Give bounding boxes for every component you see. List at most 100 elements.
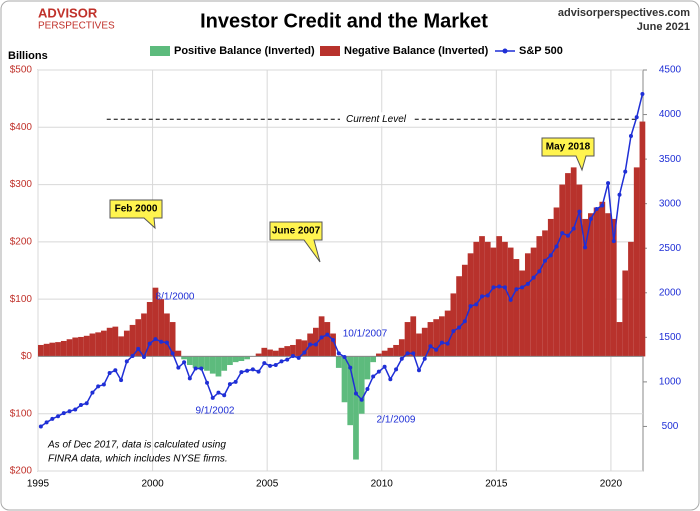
marker [331,338,336,343]
marker [130,354,135,359]
bar [588,213,594,357]
reference-label: Current Level [346,114,407,125]
y2-tick-label: 1500 [659,332,682,343]
marker [634,115,639,120]
bar [123,330,130,357]
marker [308,342,313,347]
bar [244,356,250,360]
x-tick-label: 2015 [485,479,508,490]
bar [393,344,399,357]
marker [101,382,106,387]
marker [411,351,416,356]
marker [416,368,421,373]
marker [216,390,221,395]
marker [141,354,146,359]
marker [56,414,61,419]
marker [273,362,278,367]
marker [434,347,439,352]
y-tick-label: $500 [10,65,33,76]
marker [50,416,55,421]
bar [227,356,233,366]
marker [502,285,507,290]
bar [502,241,508,357]
callout-label: June 2007 [272,226,321,237]
bar [524,253,531,357]
marker [44,420,49,425]
marker [182,360,187,365]
marker [78,403,83,408]
bar [473,241,480,357]
marker [153,337,158,342]
bar [290,344,296,357]
marker [147,341,152,346]
marker [439,340,444,345]
bar [261,347,268,357]
bar [507,247,514,357]
bar [358,356,365,414]
marker [548,253,553,258]
point-label: 2/1/2009 [377,415,416,426]
marker [38,424,43,429]
legend-label: S&P 500 [519,45,563,57]
marker [313,342,318,347]
bar [38,344,44,357]
bar [72,337,79,357]
marker [474,302,479,307]
bar [60,340,67,357]
marker [508,297,513,302]
marker [193,366,198,371]
marker [457,325,462,330]
bar [565,173,571,357]
source: advisorperspectives.com [558,7,690,19]
y-tick-label: $200 [10,466,33,477]
marker [531,275,536,280]
marker [525,281,530,286]
marker [227,382,232,387]
bar [118,336,124,357]
bar [146,302,153,357]
bar [284,346,291,357]
x-tick-label: 2005 [256,479,279,490]
marker [302,350,307,355]
bar [404,322,411,357]
bar [272,350,279,357]
marker [342,354,347,359]
marker [325,332,330,337]
point-label: 9/1/2002 [196,406,235,417]
marker [371,374,376,379]
bar [513,259,520,357]
marker [222,393,227,398]
y-tick-label: $400 [10,122,33,133]
marker [67,409,72,414]
bar [335,356,342,368]
y2-tick-label: 500 [662,421,679,432]
marker [353,391,358,396]
bar [89,333,96,357]
note: FINRA data, which includes NYSE firms. [48,454,228,465]
bar [341,356,348,403]
bar [83,335,90,357]
bar [610,218,617,357]
callout-box [269,221,323,263]
bar [267,349,273,357]
bar [112,326,119,357]
bar [622,270,629,357]
bar [433,319,440,357]
y2-tick-label: 4000 [659,109,682,120]
y2-tick-label: 2000 [659,287,682,298]
bar [55,342,61,357]
bar [347,356,354,426]
bar [599,201,606,357]
marker [159,339,164,344]
marker [84,401,89,406]
marker [514,287,519,292]
marker [124,359,129,364]
bar [450,293,457,357]
bar [616,322,623,357]
y-axis-label: Billions [8,50,48,62]
marker [617,192,622,197]
marker [107,370,112,375]
marker [571,226,576,231]
bar [313,327,319,357]
bar [364,356,371,380]
